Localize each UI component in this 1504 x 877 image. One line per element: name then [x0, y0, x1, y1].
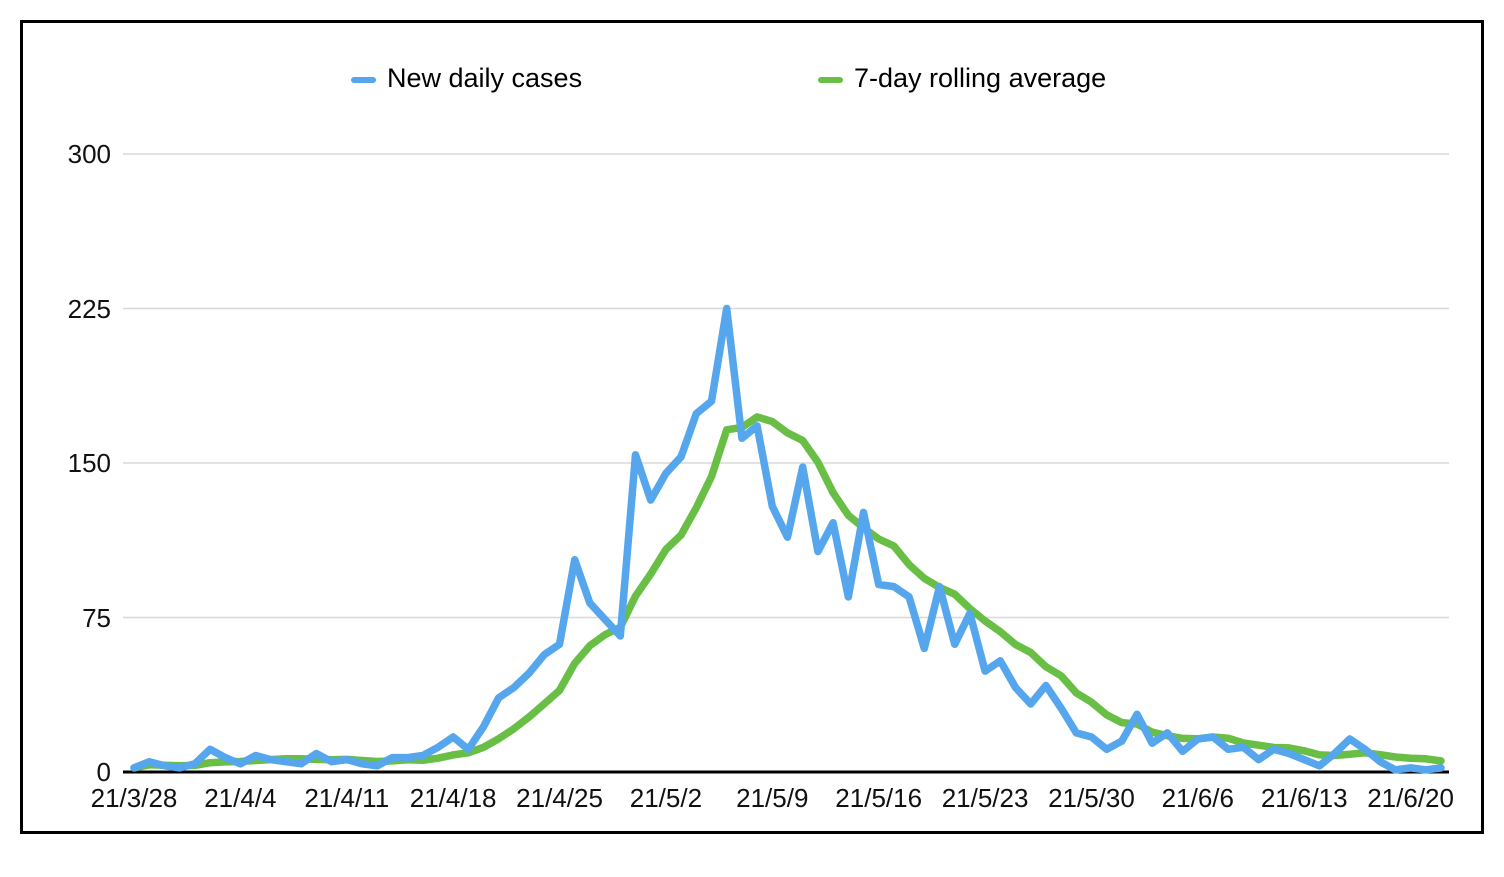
series-line-new-daily-cases [130, 304, 1445, 774]
x-tick-label: 21/5/23 [941, 783, 1029, 813]
y-axis-labels: 0 75 150 225 300 [47, 23, 111, 877]
x-tick-label: 21/4/18 [409, 783, 497, 813]
legend-label-rolling-average: 7-day rolling average [854, 63, 1107, 93]
legend-swatch-rolling-average-icon [818, 77, 843, 83]
y-tick-label: 75 [82, 602, 111, 633]
chart-frame: New daily cases 7-day rolling average 0 7… [20, 20, 1484, 834]
x-tick-label: 21/4/25 [516, 783, 603, 813]
y-tick-label: 0 [96, 757, 111, 787]
series-line-rolling-average [130, 413, 1445, 772]
x-tick-label: 21/4/11 [304, 783, 390, 813]
y-tick-label: 225 [67, 293, 111, 324]
legend-swatch-new-daily-cases-icon [351, 77, 376, 83]
x-tick-label: 21/3/28 [90, 783, 178, 813]
x-tick-label: 21/6/6 [1161, 783, 1234, 813]
x-tick-label: 21/6/20 [1367, 783, 1454, 813]
x-tick-label: 21/6/13 [1260, 783, 1348, 813]
x-tick-label: 21/5/16 [835, 783, 923, 813]
y-tick-label: 150 [67, 448, 111, 478]
x-tick-label: 21/5/30 [1048, 783, 1135, 813]
legend-label-new-daily-cases: New daily cases [387, 63, 583, 93]
plot-svg [123, 153, 1449, 774]
x-tick-label: 21/5/2 [629, 783, 703, 813]
y-tick-label: 300 [67, 139, 111, 169]
x-axis-labels: 21/3/28 21/4/4 21/4/11 21/4/18 21/4/25 21/5/2… [23, 783, 1504, 817]
x-tick-label: 21/4/4 [204, 783, 277, 813]
x-tick-label: 21/5/9 [736, 783, 809, 813]
